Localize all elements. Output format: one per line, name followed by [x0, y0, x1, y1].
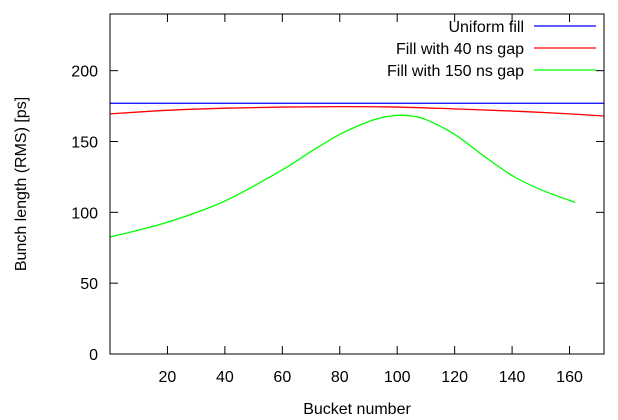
series-line-3: [109, 114, 576, 238]
x-tick-label: 140: [499, 369, 526, 386]
y-tick-label: 200: [71, 64, 98, 81]
y-tick-label: 50: [80, 276, 98, 293]
legend-label: Fill with 150 ns gap: [387, 63, 524, 80]
x-tick-label: 60: [273, 369, 291, 386]
axis-ticks: 20 40 60 80 100 120 140 160 0 50 100 150 200: [71, 14, 604, 386]
x-tick-label: 40: [216, 369, 234, 386]
series-line-2: [109, 105, 605, 117]
legend-label: Fill with 40 ns gap: [396, 41, 524, 58]
x-tick-label: 160: [556, 369, 583, 386]
y-tick-label: 150: [71, 135, 98, 152]
x-tick-label: 80: [331, 369, 349, 386]
x-tick-label: 100: [384, 369, 411, 386]
legend: Uniform fill Fill with 40 ns gap Fill with…: [387, 19, 596, 80]
legend-label: Uniform fill: [448, 19, 524, 36]
x-tick-label: 120: [441, 369, 468, 386]
x-axis-label: Bucket number: [303, 401, 411, 418]
plot-frame: [109, 13, 605, 355]
y-tick-label: 0: [89, 347, 98, 364]
series-lines: [109, 102, 605, 238]
y-tick-label: 100: [71, 205, 98, 222]
x-tick-label: 20: [159, 369, 177, 386]
y-axis-label: Bunch length (RMS) [ps]: [13, 97, 30, 271]
